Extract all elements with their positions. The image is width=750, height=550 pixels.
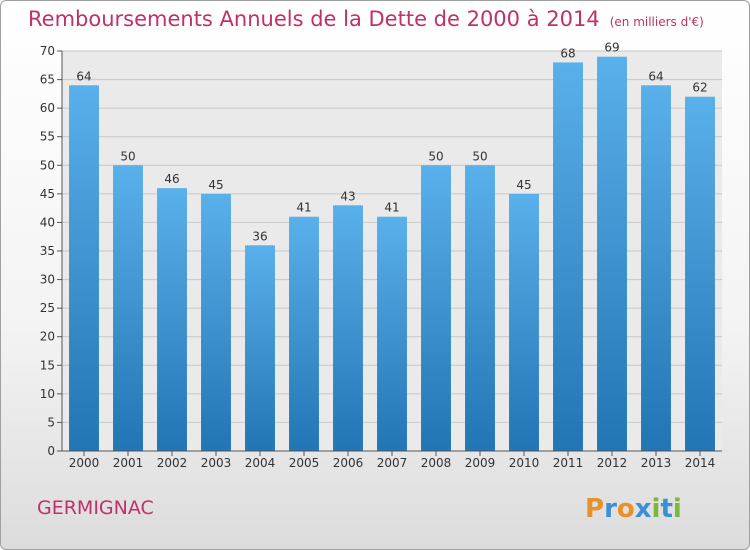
x-tick-label: 2008 <box>421 456 452 470</box>
y-tick-label: 0 <box>47 444 55 458</box>
chart-subtitle: (en milliers d'€) <box>609 15 704 29</box>
bar-2008 <box>421 165 451 452</box>
data-label: 46 <box>164 172 179 186</box>
title-text: Remboursements Annuels de la Dette de 20… <box>28 7 600 31</box>
bar-2000 <box>69 85 99 452</box>
data-label: 45 <box>516 178 531 192</box>
bar-2004 <box>245 245 275 451</box>
y-tick-label: 25 <box>40 301 55 315</box>
bar-2011 <box>553 62 583 452</box>
x-tick-label: 2003 <box>201 456 232 470</box>
x-tick-label: 2013 <box>641 456 672 470</box>
x-tick-label: 2014 <box>685 456 716 470</box>
proxiti-logo: Proxiti <box>585 494 682 524</box>
data-label: 50 <box>472 149 487 163</box>
data-label: 41 <box>384 201 399 215</box>
y-tick-label: 50 <box>40 158 55 172</box>
y-tick-label: 45 <box>40 187 55 201</box>
svg-text:Proxiti: Proxiti <box>585 494 682 524</box>
data-label: 45 <box>208 178 223 192</box>
y-tick-label: 10 <box>40 387 55 401</box>
axes: 0 5 10 15 20 25 30 35 40 45 50 55 60 65 70 2000 2001 2002… <box>40 44 722 470</box>
commune-name: GERMIGNAC <box>37 497 154 519</box>
y-tick-label: 30 <box>40 273 55 287</box>
bar-2014 <box>685 96 715 451</box>
x-tick-label: 2002 <box>157 456 188 470</box>
bar-2007 <box>377 216 407 451</box>
y-tick-label: 65 <box>40 73 55 87</box>
data-label: 43 <box>340 189 355 203</box>
x-tick-label: 2007 <box>377 456 408 470</box>
y-tick-label: 5 <box>47 415 55 429</box>
x-tick-label: 2004 <box>245 456 276 470</box>
x-tick-label: 2012 <box>597 456 628 470</box>
data-label: 62 <box>692 81 707 95</box>
data-label: 68 <box>560 46 575 60</box>
data-label: 69 <box>604 41 619 55</box>
x-tick-label: 2006 <box>333 456 364 470</box>
bar-2003 <box>201 193 231 451</box>
x-tick-label: 2009 <box>465 456 496 470</box>
data-label: 64 <box>648 69 663 83</box>
data-labels: 64 50 46 45 36 41 43 41 50 50 45 68 69 64 62 <box>76 41 707 244</box>
bar-2002 <box>157 188 187 451</box>
bar-2013 <box>641 85 671 452</box>
y-tick-label: 55 <box>40 130 55 144</box>
x-tick-label: 2000 <box>69 456 100 470</box>
bar-2012 <box>597 56 627 451</box>
data-label: 50 <box>428 149 443 163</box>
y-tick-label: 35 <box>40 244 55 258</box>
chart-title: Remboursements Annuels de la Dette de 20… <box>28 7 704 31</box>
y-tick-label: 15 <box>40 358 55 372</box>
bars <box>69 56 715 452</box>
x-tick-label: 2005 <box>289 456 320 470</box>
bar-2001 <box>113 165 143 452</box>
bar-2006 <box>333 205 363 451</box>
data-label: 36 <box>252 229 267 243</box>
bar-2005 <box>289 216 319 451</box>
y-tick-label: 70 <box>40 44 55 58</box>
data-label: 64 <box>76 69 91 83</box>
bar-2009 <box>465 165 495 452</box>
y-tick-label: 20 <box>40 330 55 344</box>
x-tick-label: 2011 <box>553 456 584 470</box>
bar-2010 <box>509 193 539 451</box>
data-label: 50 <box>120 149 135 163</box>
x-tick-label: 2001 <box>113 456 144 470</box>
y-tick-label: 40 <box>40 215 55 229</box>
x-tick-label: 2010 <box>509 456 540 470</box>
y-tick-label: 60 <box>40 101 55 115</box>
data-label: 41 <box>296 201 311 215</box>
